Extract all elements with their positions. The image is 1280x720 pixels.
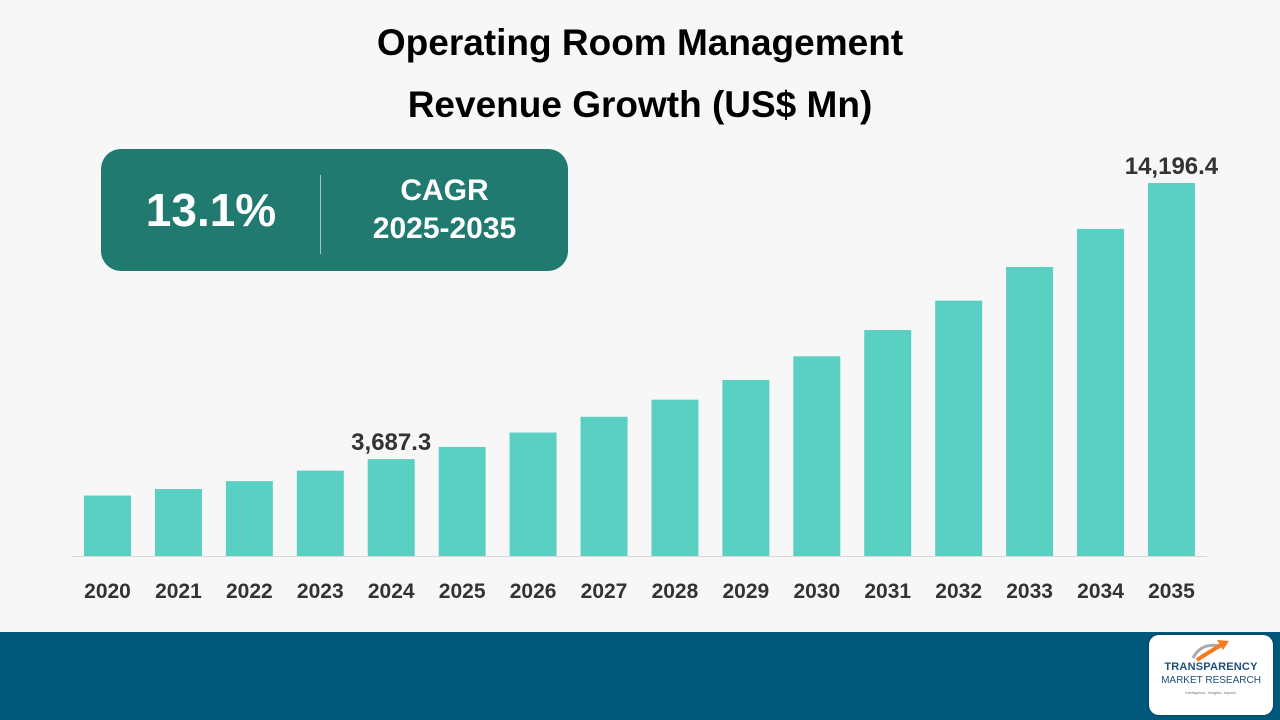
x-tick-label-2025: 2025 bbox=[439, 580, 486, 603]
x-tick-label-2030: 2030 bbox=[793, 580, 840, 603]
bar-2025 bbox=[438, 446, 486, 556]
x-tick-label-2022: 2022 bbox=[226, 580, 273, 603]
bar-2023 bbox=[296, 470, 344, 556]
logo-arrow-icon bbox=[1191, 640, 1229, 662]
x-tick-label-2023: 2023 bbox=[297, 580, 344, 603]
bar-2033 bbox=[1006, 266, 1054, 556]
x-tick-label-2026: 2026 bbox=[510, 580, 557, 603]
data-label-2035: 14,196.4 bbox=[1125, 153, 1219, 180]
bar-2026 bbox=[509, 432, 557, 556]
x-tick-label-2034: 2034 bbox=[1077, 580, 1124, 603]
x-tick-label-2031: 2031 bbox=[864, 580, 911, 603]
x-tick-label-2029: 2029 bbox=[723, 580, 770, 603]
bar-2035 bbox=[1147, 183, 1195, 556]
chart-title-line2: Revenue Growth (US$ Mn) bbox=[407, 84, 873, 125]
x-tick-label-2028: 2028 bbox=[652, 580, 699, 603]
chart-title: Operating Room Management Revenue Growth… bbox=[0, 12, 1280, 136]
footer-band bbox=[0, 632, 1280, 720]
cagr-label: CAGR bbox=[400, 174, 489, 207]
bar-chart: 2020 2021 2022 2023 2024 2025 2026 2027 2028 2029… bbox=[72, 153, 1219, 603]
x-tick-label-2024: 2024 bbox=[368, 580, 415, 603]
company-logo: TRANSPARENCY MARKET RESEARCH Intelligenc… bbox=[1149, 635, 1273, 715]
logo-subname: MARKET RESEARCH bbox=[1161, 675, 1261, 686]
bar-2031 bbox=[864, 330, 912, 556]
cagr-period: 2025-2035 bbox=[372, 212, 517, 245]
data-label-2024: 3,687.3 bbox=[351, 429, 431, 456]
bar-2022 bbox=[225, 481, 273, 556]
cagr-label-group: CAGR 2025-2035 bbox=[321, 149, 568, 271]
bar-2030 bbox=[793, 356, 841, 556]
bar-2024 bbox=[367, 459, 415, 556]
bar-2032 bbox=[935, 300, 983, 556]
x-tick-label-2033: 2033 bbox=[1006, 580, 1053, 603]
x-tick-label-2027: 2027 bbox=[581, 580, 628, 603]
cagr-divider bbox=[320, 175, 321, 254]
x-tick-label-2032: 2032 bbox=[935, 580, 982, 603]
cagr-box: 13.1% CAGR 2025-2035 bbox=[101, 149, 568, 271]
bar-2028 bbox=[651, 399, 699, 556]
chart-title-line1: Operating Room Management bbox=[376, 22, 904, 63]
x-tick-label-2020: 2020 bbox=[84, 580, 131, 603]
bar-2021 bbox=[154, 489, 202, 556]
logo-name: TRANSPARENCY bbox=[1164, 661, 1258, 673]
bar-2027 bbox=[580, 416, 628, 556]
bar-2029 bbox=[722, 379, 770, 556]
bar-2034 bbox=[1077, 228, 1125, 556]
cagr-value: 13.1% bbox=[145, 184, 277, 236]
bar-2020 bbox=[84, 495, 131, 556]
x-tick-label-2021: 2021 bbox=[155, 580, 202, 603]
x-tick-label-2035: 2035 bbox=[1148, 580, 1195, 603]
logo-tagline: Intelligence. Insights. Impact. bbox=[1185, 690, 1237, 695]
